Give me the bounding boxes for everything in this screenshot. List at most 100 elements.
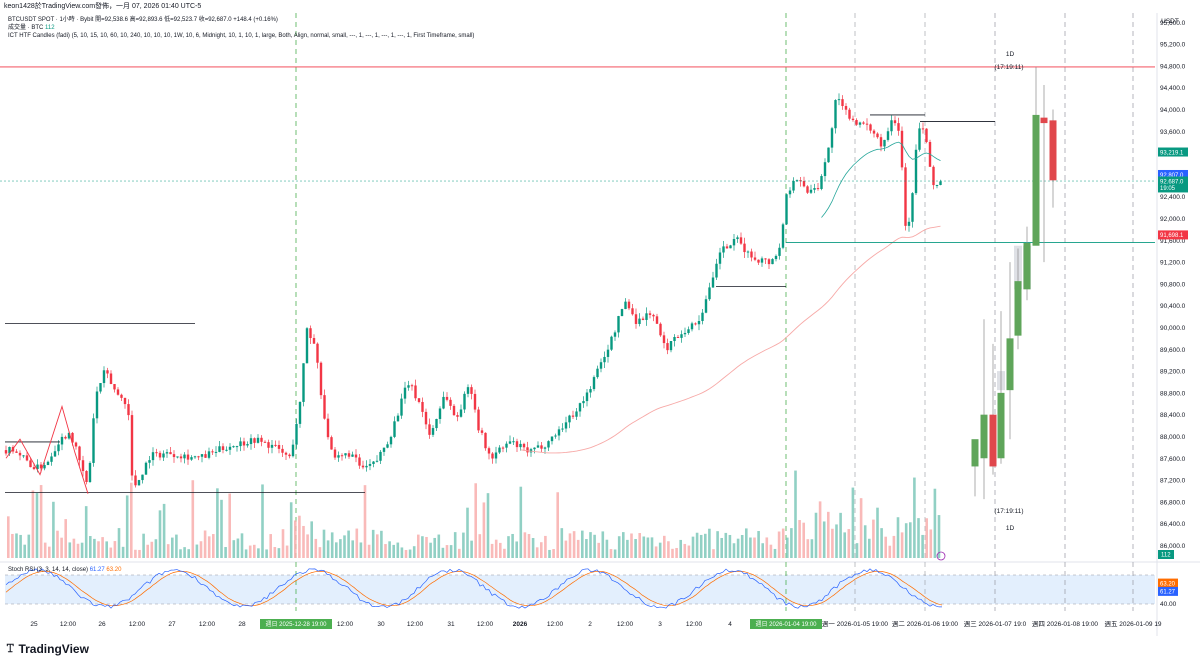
candle-up xyxy=(162,453,165,458)
candle-down xyxy=(64,436,67,439)
volume-bar xyxy=(105,541,108,558)
volume-bar xyxy=(335,542,338,558)
volume-bar xyxy=(171,537,174,558)
volume-bar xyxy=(277,548,281,558)
volume-bar xyxy=(400,547,404,558)
volume-bar xyxy=(441,547,445,558)
volume-bar xyxy=(794,470,797,558)
volume-legend[interactable]: 成交量 · BTC 112 xyxy=(8,24,474,32)
candle-down xyxy=(655,316,659,324)
tradingview-logo[interactable]: 𝚃 TradingView xyxy=(6,641,89,656)
candle-down xyxy=(865,123,869,125)
candle-down xyxy=(456,415,459,417)
volume-bar xyxy=(851,487,855,558)
volume-bar xyxy=(253,544,256,558)
volume-bar xyxy=(576,539,580,558)
price-tag-text: 92,807.0 xyxy=(1160,173,1184,179)
candle-down xyxy=(267,442,270,448)
candle-up xyxy=(610,336,613,350)
time-tick: 12:00 xyxy=(547,621,564,628)
candle-down xyxy=(81,460,85,472)
volume-bar xyxy=(330,532,334,558)
candle-down xyxy=(85,471,88,483)
volume-bar xyxy=(773,548,777,558)
volume-bar xyxy=(322,529,326,558)
volume-bar xyxy=(187,549,190,558)
candle-down xyxy=(417,398,421,402)
volume-bar xyxy=(499,542,502,558)
stoch-rsi-legend[interactable]: Stoch RSI (3, 3, 14, 14, close) 61.27 63… xyxy=(8,566,121,574)
volume-bar xyxy=(257,548,260,558)
volume-bar xyxy=(367,544,371,558)
candle-up xyxy=(431,428,435,435)
candle-up xyxy=(911,193,914,222)
price-tick: 90,400.0 xyxy=(1160,303,1186,310)
candle-down xyxy=(347,453,351,457)
candle-up xyxy=(246,444,249,446)
candle-down xyxy=(169,452,172,455)
candle-down xyxy=(841,99,844,107)
price-tick: 86,000.0 xyxy=(1160,543,1186,550)
volume-bar xyxy=(564,540,568,558)
candle-up xyxy=(368,463,372,466)
candle-up xyxy=(701,312,704,322)
htf-candle-up xyxy=(997,392,1005,459)
price-tag-text: 92,687.0 xyxy=(1160,179,1184,185)
volume-bar xyxy=(679,539,682,558)
volume-bar xyxy=(634,539,637,558)
candle-up xyxy=(708,287,711,300)
candle-down xyxy=(354,454,358,458)
time-tick: 30 xyxy=(377,621,385,628)
candle-up xyxy=(183,454,186,459)
volume-bar xyxy=(507,536,510,558)
volume-bar xyxy=(597,542,600,558)
volume-bar xyxy=(630,533,633,558)
candle-down xyxy=(631,308,634,315)
candle-up xyxy=(813,188,816,190)
chart-background xyxy=(0,13,1200,636)
volume-bar xyxy=(175,534,178,558)
volume-bar xyxy=(642,536,646,558)
candle-up xyxy=(53,451,57,457)
volume-bar xyxy=(412,546,416,558)
htf-candle-up xyxy=(1023,242,1031,290)
candle-up xyxy=(589,389,592,393)
candle-up xyxy=(396,415,400,422)
volume-bar xyxy=(658,542,662,558)
volume-bar xyxy=(937,515,941,558)
symbol-legend[interactable]: BTCUSDT SPOT · 1小時 · Bybit 開=92,538.6 高=… xyxy=(8,17,278,23)
candle-down xyxy=(428,424,431,435)
volume-bar xyxy=(294,520,297,558)
candle-down xyxy=(158,452,162,458)
volume-bar xyxy=(359,542,363,558)
volume-bar xyxy=(134,549,137,558)
volume-bar xyxy=(388,541,391,558)
candle-up xyxy=(137,480,141,486)
volume-bar xyxy=(531,538,535,558)
volume-bar xyxy=(162,503,166,558)
candle-up xyxy=(592,377,596,390)
candle-up xyxy=(239,441,242,447)
time-tick: 28 xyxy=(238,621,246,628)
volume-bar xyxy=(913,477,916,558)
candle-down xyxy=(897,123,900,131)
candle-up xyxy=(43,465,46,469)
candle-down xyxy=(330,437,333,450)
volume-bar xyxy=(474,483,477,558)
volume-bar xyxy=(228,493,231,558)
htf-label-bottom: 1D xyxy=(1006,525,1015,532)
volume-bar xyxy=(130,482,133,558)
volume-bar xyxy=(724,532,728,558)
volume-bar xyxy=(622,532,625,558)
candle-up xyxy=(442,396,445,409)
volume-bar xyxy=(749,537,752,558)
candle-up xyxy=(225,449,228,451)
volume-bar xyxy=(355,528,359,558)
currency-label: USDT xyxy=(1161,18,1179,25)
indicator-legend[interactable]: ICT HTF Candles (fadi) (5, 10, 15, 10, 6… xyxy=(8,33,475,39)
time-tick: 27 xyxy=(168,621,176,628)
candle-up xyxy=(435,418,438,429)
time-tick: 12:00 xyxy=(129,621,146,628)
price-tick: 88,800.0 xyxy=(1160,390,1186,397)
